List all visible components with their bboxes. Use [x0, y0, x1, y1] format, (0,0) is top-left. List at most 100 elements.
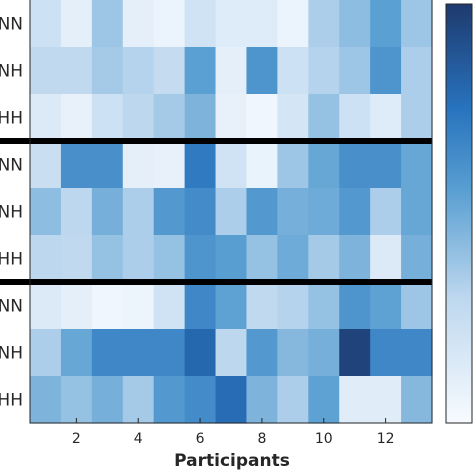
heatmap-cell-r6-c12 — [370, 235, 402, 283]
heatmap-cell-r9-c2 — [60, 376, 93, 424]
heatmap-cell-r1-c2 — [60, 0, 93, 48]
heatmap-cell-r4-c1 — [30, 141, 62, 189]
heatmap-cell-r3-c5 — [153, 94, 186, 142]
heatmap-cell-r5-c3 — [91, 188, 124, 236]
heatmap-cell-r6-c13 — [401, 235, 433, 283]
heatmap-cell-r5-c8 — [246, 188, 278, 236]
heatmap-cell-r7-c5 — [153, 282, 186, 330]
heatmap-cell-r6-c10 — [308, 235, 340, 283]
heatmap-cell-r4-c6 — [184, 141, 217, 189]
heatmap-cell-r4-c8 — [246, 141, 278, 189]
row-label-1: NN — [0, 15, 23, 35]
row-label-7: NN — [0, 297, 23, 317]
x-tick-label-2: 2 — [72, 431, 81, 447]
heatmap-cell-r7-c4 — [122, 282, 155, 330]
heatmap-cell-r2-c9 — [277, 47, 309, 95]
heatmap-cell-r2-c6 — [184, 47, 217, 95]
heatmap-cell-r7-c3 — [91, 282, 124, 330]
heatmap-cell-r2-c13 — [401, 47, 433, 95]
row-label-6: HH — [0, 250, 23, 270]
heatmap-cell-r8-c7 — [215, 329, 248, 377]
heatmap-cell-r9-c7 — [215, 376, 248, 424]
heatmap-cell-r1-c12 — [370, 0, 402, 48]
heatmap-cell-r4-c11 — [339, 141, 371, 189]
row-label-2: NH — [0, 62, 23, 82]
heatmap-cell-r8-c11 — [339, 329, 371, 377]
heatmap-cell-r6-c3 — [91, 235, 124, 283]
heatmap-cell-r4-c3 — [91, 141, 124, 189]
heatmap-cell-r3-c8 — [246, 94, 278, 142]
heatmap-cell-r6-c6 — [184, 235, 217, 283]
heatmap-cell-r2-c1 — [30, 47, 62, 95]
heatmap-cell-r1-c6 — [184, 0, 217, 48]
heatmap-cell-r7-c11 — [339, 282, 371, 330]
row-label-5: NH — [0, 203, 23, 223]
heatmap-cell-r9-c4 — [122, 376, 155, 424]
heatmap-cell-r7-c13 — [401, 282, 433, 330]
x-axis-label: Participants — [174, 451, 290, 471]
heatmap-cell-r2-c10 — [308, 47, 340, 95]
heatmap-cell-r3-c10 — [308, 94, 340, 142]
heatmap-cell-r6-c11 — [339, 235, 371, 283]
heatmap-cell-r1-c4 — [122, 0, 155, 48]
heatmap-cell-r5-c4 — [122, 188, 155, 236]
heatmap-cell-r5-c2 — [60, 188, 93, 236]
heatmap-cell-r9-c10 — [308, 376, 340, 424]
heatmap-cell-r8-c9 — [277, 329, 309, 377]
heatmap-cell-r3-c4 — [122, 94, 155, 142]
heatmap-cell-r3-c13 — [401, 94, 433, 142]
heatmap-cell-r6-c9 — [277, 235, 309, 283]
heatmap-cell-r4-c13 — [401, 141, 433, 189]
heatmap-cell-r3-c9 — [277, 94, 309, 142]
heatmap-cell-r5-c10 — [308, 188, 340, 236]
heatmap-cell-r9-c5 — [153, 376, 186, 424]
heatmap-cell-r7-c2 — [60, 282, 93, 330]
heatmap-cell-r3-c2 — [60, 94, 93, 142]
heatmap-cell-r9-c3 — [91, 376, 124, 424]
heatmap-cell-r5-c1 — [30, 188, 62, 236]
heatmap-cell-r4-c10 — [308, 141, 340, 189]
heatmap-cell-r7-c1 — [30, 282, 62, 330]
row-label-9: HH — [0, 391, 23, 411]
heatmap-cell-r6-c8 — [246, 235, 278, 283]
heatmap-cell-r2-c5 — [153, 47, 186, 95]
heatmap-cell-r1-c10 — [308, 0, 340, 48]
heatmap-cell-r9-c12 — [370, 376, 402, 424]
heatmap-cells — [30, 0, 433, 424]
colorbar — [445, 3, 473, 424]
heatmap-cell-r8-c8 — [246, 329, 278, 377]
x-tick-label-10: 10 — [315, 431, 333, 447]
heatmap-cell-r4-c5 — [153, 141, 186, 189]
heatmap-cell-r3-c12 — [370, 94, 402, 142]
heatmap-cell-r8-c1 — [30, 329, 62, 377]
heatmap-cell-r6-c4 — [122, 235, 155, 283]
heatmap-cell-r3-c1 — [30, 94, 62, 142]
heatmap-cell-r1-c8 — [246, 0, 278, 48]
heatmap-cell-r8-c2 — [60, 329, 93, 377]
heatmap-cell-r9-c8 — [246, 376, 278, 424]
heatmap-cell-r1-c11 — [339, 0, 371, 48]
heatmap-cell-r9-c13 — [401, 376, 433, 424]
row-label-4: NN — [0, 156, 23, 176]
heatmap-cell-r7-c8 — [246, 282, 278, 330]
heatmap-cell-r2-c8 — [246, 47, 278, 95]
heatmap-cell-r5-c12 — [370, 188, 402, 236]
heatmap-cell-r6-c2 — [60, 235, 93, 283]
heatmap-cell-r5-c11 — [339, 188, 371, 236]
heatmap-cell-r6-c5 — [153, 235, 186, 283]
heatmap-cell-r4-c12 — [370, 141, 402, 189]
heatmap-cell-r4-c7 — [215, 141, 248, 189]
heatmap-cell-r5-c5 — [153, 188, 186, 236]
heatmap-cell-r7-c6 — [184, 282, 217, 330]
x-tick-label-12: 12 — [377, 431, 395, 447]
row-label-8: NH — [0, 344, 23, 364]
heatmap-cell-r1-c7 — [215, 0, 248, 48]
heatmap-cell-r1-c1 — [30, 0, 62, 48]
heatmap-cell-r3-c11 — [339, 94, 371, 142]
heatmap-cell-r6-c1 — [30, 235, 62, 283]
heatmap-cell-r2-c2 — [60, 47, 93, 95]
heatmap-cell-r8-c6 — [184, 329, 217, 377]
heatmap-cell-r5-c9 — [277, 188, 309, 236]
heatmap-cell-r2-c7 — [215, 47, 248, 95]
